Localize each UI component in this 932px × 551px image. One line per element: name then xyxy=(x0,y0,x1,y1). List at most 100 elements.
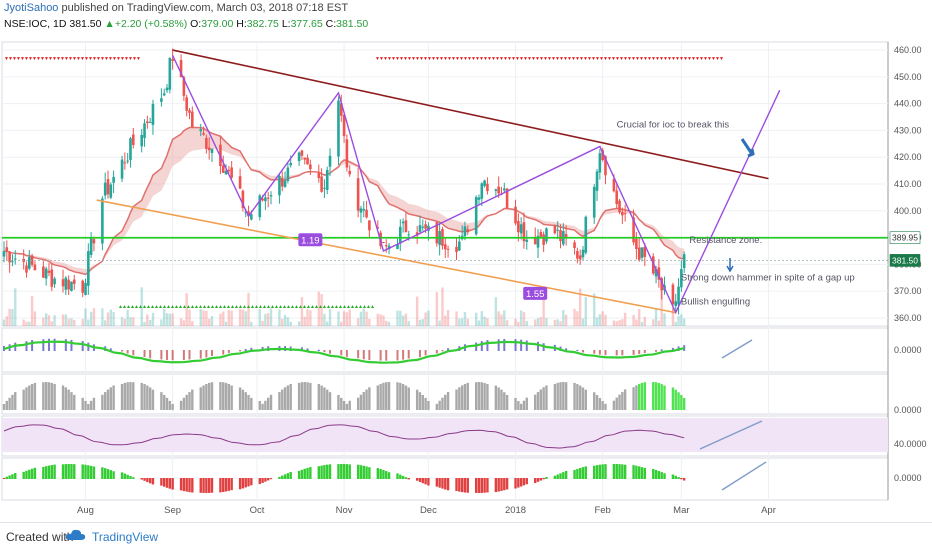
sell-signal-icon: ▼ xyxy=(28,56,33,62)
symbol-name[interactable]: NSE:IOC, 1D xyxy=(4,18,67,30)
candle-body xyxy=(345,139,349,168)
sell-signal-icon: ▼ xyxy=(487,56,492,62)
candle-body xyxy=(522,222,526,242)
macd-bar xyxy=(205,478,208,493)
volume-bar xyxy=(224,321,228,326)
volume-bar xyxy=(129,317,132,326)
sell-signal-icon: ▼ xyxy=(375,56,380,62)
time-tick-label: Dec xyxy=(420,505,437,516)
buy-signal-icon: ▲ xyxy=(338,304,343,310)
price-tick-label: 430.00 xyxy=(894,125,922,135)
candle-body xyxy=(129,138,132,160)
candle-body xyxy=(131,134,135,145)
candle-body xyxy=(556,229,559,231)
buy-signal-icon: ▲ xyxy=(170,304,175,310)
price-tick-label: 420.00 xyxy=(894,152,922,162)
buy-signal-icon: ▲ xyxy=(226,304,231,310)
volume-bar xyxy=(660,289,663,326)
volume-bar xyxy=(362,308,365,326)
candle-body xyxy=(179,60,183,78)
candle-body xyxy=(623,213,627,215)
macd-bar xyxy=(359,465,363,479)
oscillator-bar xyxy=(379,350,382,361)
oscillator-bar xyxy=(188,350,191,360)
price-chart[interactable]: 460.00 450.00 440.00 430.00 420.00 410.00 400.… xyxy=(0,36,932,522)
macd-bar xyxy=(477,478,481,493)
histogram-bar xyxy=(573,382,576,410)
macd-bar xyxy=(306,467,309,479)
oscillator-bar xyxy=(306,348,309,351)
histogram-bar xyxy=(396,382,399,410)
sell-signal-icon: ▼ xyxy=(48,56,53,62)
candle-body xyxy=(396,244,399,249)
volume-bar xyxy=(601,311,604,326)
tradingview-link[interactable]: TradingView xyxy=(92,530,159,544)
macd-bar xyxy=(525,478,528,485)
pane4-axis-label: 0.0000 xyxy=(894,473,922,483)
volume-bar xyxy=(87,319,90,326)
candle-body xyxy=(230,167,233,178)
sell-signal-icon: ▼ xyxy=(571,56,576,62)
volume-bar xyxy=(28,321,31,326)
macd-bar xyxy=(320,465,323,479)
volume-bar xyxy=(455,311,458,326)
volume-bar xyxy=(387,321,391,326)
macd-bar xyxy=(680,478,683,480)
histogram-bar xyxy=(30,383,34,410)
sell-signal-icon: ▼ xyxy=(635,56,640,62)
histogram-bar xyxy=(514,397,517,410)
volume-bar xyxy=(84,308,87,326)
oscillator-bar xyxy=(182,350,185,361)
candle-body xyxy=(47,270,51,273)
buy-signal-icon: ▲ xyxy=(334,304,339,310)
volume-bar xyxy=(326,321,329,326)
candle-body xyxy=(443,244,447,250)
volume-bar xyxy=(474,312,478,326)
candle-body xyxy=(421,226,425,228)
candle-body xyxy=(303,157,307,160)
candle-body xyxy=(103,182,107,196)
oscillator-bar xyxy=(368,350,371,361)
histogram-bar xyxy=(424,397,427,410)
sell-signal-icon: ▼ xyxy=(703,56,708,62)
macd-bar xyxy=(615,464,618,479)
volume-bar xyxy=(514,318,517,326)
candle-body xyxy=(533,238,537,245)
histogram-bar xyxy=(306,382,309,410)
histogram-bar xyxy=(303,382,306,410)
time-tick-label: Sep xyxy=(164,505,181,516)
sell-signal-icon: ▼ xyxy=(643,56,648,62)
buy-signal-icon: ▲ xyxy=(342,304,347,310)
volume-bar xyxy=(562,310,565,326)
macd-bar xyxy=(297,470,301,479)
sell-signal-icon: ▼ xyxy=(547,56,552,62)
author-link[interactable]: JyotiSahoo xyxy=(4,2,59,14)
volume-bar xyxy=(382,315,385,326)
macd-bar xyxy=(542,478,545,480)
candle-body xyxy=(188,110,191,113)
volume-bar xyxy=(480,311,484,326)
volume-bar xyxy=(421,319,424,326)
candle-body xyxy=(407,234,411,236)
histogram-bar xyxy=(67,389,70,410)
oscillator-bar xyxy=(486,339,489,351)
macd-bar xyxy=(584,466,588,479)
sell-signal-icon: ▼ xyxy=(687,56,692,62)
sell-signal-icon: ▼ xyxy=(407,56,412,62)
oscillator-bar xyxy=(109,348,112,351)
oscillator-bar xyxy=(143,350,146,358)
histogram-bar xyxy=(199,387,202,410)
sell-signal-icon: ▼ xyxy=(479,56,484,62)
histogram-bar xyxy=(191,389,194,410)
candle-body xyxy=(266,197,270,199)
histogram-bar xyxy=(70,392,73,410)
macd-bar xyxy=(8,475,11,479)
volume-bar xyxy=(427,310,430,326)
candle-body xyxy=(604,156,607,176)
sell-signal-icon: ▼ xyxy=(499,56,504,62)
histogram-bar xyxy=(266,397,270,410)
histogram-bar xyxy=(474,382,478,410)
volume-bar xyxy=(483,316,486,326)
volume-bar xyxy=(50,321,53,326)
histogram-bar xyxy=(309,382,312,410)
